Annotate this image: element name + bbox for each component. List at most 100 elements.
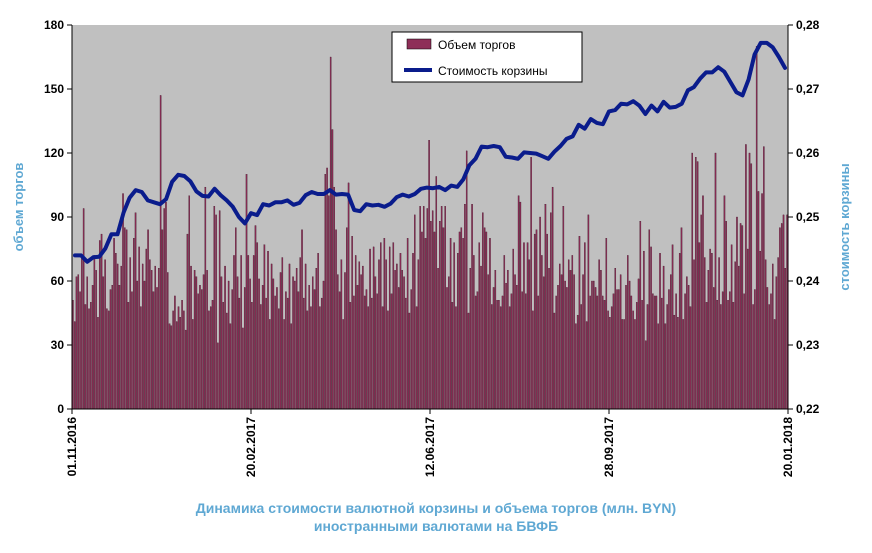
volume-bar [578, 236, 581, 410]
volume-bar [285, 291, 287, 410]
left-tick-label: 90 [51, 210, 65, 224]
left-tick-label: 120 [44, 146, 64, 160]
volume-bar [79, 291, 81, 410]
volume-bar [406, 238, 409, 410]
volume-bar [473, 255, 475, 410]
volume-bar [358, 261, 361, 410]
volume-bar [371, 297, 373, 410]
volume-bar [598, 259, 600, 410]
volume-bar [428, 140, 430, 410]
volume-bar [367, 306, 369, 410]
volume-bar [111, 285, 114, 410]
volume-bar [521, 291, 523, 410]
volume-bar [195, 276, 198, 410]
volume-bar [308, 285, 310, 410]
volume-bar [730, 244, 733, 410]
volume-bar [736, 216, 738, 410]
volume-bar [252, 255, 255, 410]
volume-bar [712, 287, 715, 410]
volume-bar [668, 289, 670, 410]
volume-bar [154, 265, 156, 410]
volume-bar [286, 297, 289, 410]
volume-bar [732, 302, 735, 410]
volume-bar [680, 227, 683, 410]
volume-bar [716, 300, 719, 410]
volume-bar [288, 263, 291, 410]
volume-bar [269, 319, 271, 410]
volume-bar [220, 276, 223, 410]
volume-bar [161, 229, 164, 410]
volume-bar [643, 250, 645, 410]
volume-bar [315, 268, 318, 410]
volume-bar [295, 268, 298, 410]
volume-bar [496, 300, 498, 410]
volume-bar [267, 250, 269, 410]
volume-bar [453, 242, 455, 410]
volume-bar [431, 210, 434, 410]
volume-bar [98, 240, 101, 410]
volume-bar [444, 206, 446, 410]
volume-bar [542, 276, 545, 410]
volume-bar [292, 276, 294, 410]
volume-bar [122, 193, 124, 410]
volume-bar [720, 304, 722, 410]
x-tick-label: 01.11.2016 [65, 417, 79, 477]
volume-bar [630, 295, 633, 410]
volume-bar [372, 246, 375, 410]
volume-bar [231, 289, 233, 410]
volume-bar [235, 227, 237, 410]
volume-bar [661, 297, 663, 410]
volume-bar [192, 319, 194, 410]
volume-bar [213, 206, 216, 410]
volume-bar [109, 289, 112, 410]
volume-bar [532, 310, 534, 410]
volume-bar [456, 253, 459, 410]
volume-bar [666, 304, 668, 410]
volume-bar [548, 268, 550, 410]
volume-bar [390, 293, 393, 410]
volume-bar [512, 248, 514, 410]
volume-bar [471, 204, 473, 410]
volume-bar [211, 300, 214, 410]
left-axis-ticks: 0 30 60 90 120 150 180 [44, 18, 72, 416]
volume-bar [478, 242, 480, 410]
volume-bar [107, 310, 110, 410]
volume-bar [539, 216, 541, 410]
volume-bar [648, 229, 651, 410]
volume-bar [277, 308, 280, 410]
volume-bar [134, 212, 137, 410]
volume-bar [469, 268, 472, 410]
volume-bar [503, 255, 506, 410]
volume-bar [734, 261, 736, 410]
volume-bar [772, 263, 774, 410]
volume-bar [190, 265, 192, 410]
volume-bar [115, 253, 117, 410]
volume-bar [215, 214, 217, 410]
volume-bar [698, 242, 701, 410]
volume-bar [768, 304, 770, 410]
volume-bar [168, 323, 171, 410]
volume-bar [347, 182, 350, 410]
volume-bar [632, 310, 634, 410]
x-tick-label: 28.09.2017 [602, 417, 616, 477]
volume-bar [711, 253, 713, 410]
volume-bar [86, 276, 88, 410]
volume-bar [206, 270, 208, 410]
volume-bar [363, 295, 366, 410]
volume-bar [659, 253, 661, 410]
volume-bar [775, 276, 778, 410]
volume-bar [240, 255, 242, 410]
volume-bar [616, 289, 618, 410]
volume-bar [559, 263, 561, 410]
volume-bar [392, 242, 395, 410]
volume-bar [410, 289, 412, 410]
volume-bar [553, 312, 556, 410]
volume-bar [77, 274, 80, 410]
volume-bar [102, 276, 105, 410]
volume-bar [383, 238, 386, 410]
volume-bar [575, 323, 577, 410]
volume-bar [353, 295, 355, 410]
volume-bar [290, 323, 293, 410]
volume-bar [505, 282, 507, 410]
volume-bar [279, 272, 282, 410]
